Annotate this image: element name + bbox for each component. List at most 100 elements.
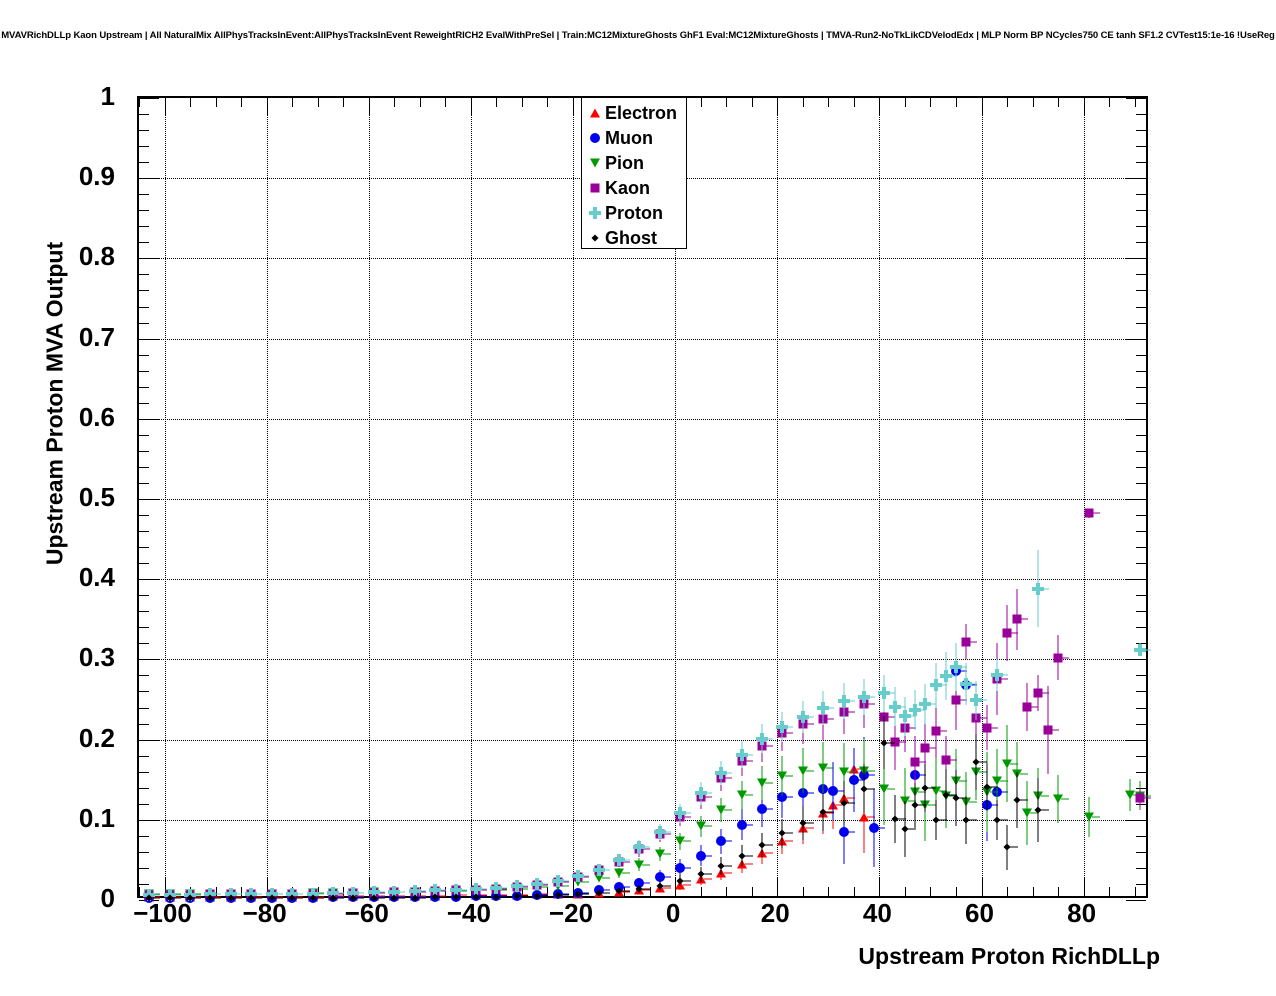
axis-tick bbox=[190, 98, 192, 107]
error-bar-cap bbox=[805, 723, 814, 725]
error-bar-cap bbox=[601, 869, 610, 871]
marker-cross-icon bbox=[796, 711, 809, 724]
axis-tick bbox=[1136, 627, 1146, 629]
error-bar-cap bbox=[764, 745, 773, 747]
error-bar-cap bbox=[805, 822, 814, 824]
x-tick-label: 60 bbox=[965, 898, 994, 928]
axis-tick bbox=[726, 98, 728, 107]
axis-tick bbox=[802, 887, 804, 896]
legend-item-pion[interactable]: Pion bbox=[582, 150, 686, 175]
gridline-vertical bbox=[470, 98, 472, 896]
error-bar-cap bbox=[826, 811, 835, 813]
error-bar-cap bbox=[969, 819, 978, 821]
axis-tick bbox=[828, 887, 830, 896]
error-bar-cap bbox=[877, 827, 886, 829]
gridline-horizontal bbox=[139, 499, 1146, 500]
axis-tick bbox=[751, 887, 753, 896]
axis-tick bbox=[139, 595, 149, 597]
marker-dot-icon bbox=[819, 808, 827, 816]
marker-dot-icon bbox=[942, 791, 950, 799]
error-bar-cap bbox=[621, 891, 630, 893]
error-bar-cap bbox=[193, 897, 202, 899]
marker-circle-icon bbox=[654, 871, 665, 882]
gridline-horizontal bbox=[139, 579, 1146, 581]
gridline-horizontal bbox=[139, 659, 1146, 661]
error-bar-cap bbox=[683, 812, 692, 814]
error-bar-cap bbox=[683, 867, 692, 869]
marker-cross-icon bbox=[572, 869, 585, 882]
marker-cross-icon bbox=[898, 710, 911, 723]
error-bar-cap bbox=[989, 727, 998, 729]
error-bar-cap bbox=[1142, 649, 1151, 651]
axis-tick bbox=[1136, 290, 1146, 292]
error-bar-cap bbox=[499, 894, 508, 896]
error-bar-cap bbox=[621, 886, 630, 888]
error-bar-cap bbox=[979, 771, 988, 773]
error-bar-cap bbox=[356, 896, 365, 898]
axis-tick bbox=[139, 547, 149, 549]
error-bar-cap bbox=[999, 819, 1008, 821]
legend-item-muon[interactable]: Muon bbox=[582, 125, 686, 150]
y-tick-label: 0.5 bbox=[78, 482, 115, 512]
axis-tick bbox=[496, 98, 498, 107]
error-bar-cap bbox=[724, 872, 733, 874]
error-bar-cap bbox=[846, 797, 855, 799]
marker-circle-icon bbox=[716, 836, 727, 847]
axis-tick bbox=[139, 114, 149, 116]
error-bar-cap bbox=[621, 861, 630, 862]
error-bar-cap bbox=[836, 804, 845, 806]
axis-tick bbox=[1136, 675, 1146, 677]
error-bar-cap bbox=[315, 893, 324, 895]
marker-dot-icon bbox=[891, 815, 899, 823]
error-bar-cap bbox=[1050, 729, 1059, 731]
error-bar-cap bbox=[1091, 512, 1100, 514]
marker-triangle-down-icon bbox=[654, 849, 665, 859]
marker-triangle-down-icon bbox=[991, 776, 1002, 786]
axis-tick bbox=[904, 98, 906, 107]
marker-square-icon bbox=[1084, 508, 1094, 518]
marker-cross-icon bbox=[939, 670, 952, 683]
error-bar-cap bbox=[867, 696, 876, 698]
marker-dot-icon bbox=[676, 877, 684, 885]
axis-tick bbox=[1136, 242, 1146, 244]
axis-tick bbox=[1126, 258, 1146, 260]
error-bar-cap bbox=[172, 894, 181, 896]
marker-cross-icon bbox=[919, 698, 932, 711]
marker-dot-icon bbox=[983, 783, 991, 791]
error-bar-cap bbox=[1040, 795, 1049, 797]
error-bar-cap bbox=[295, 897, 304, 899]
axis-tick bbox=[139, 354, 149, 356]
legend-item-kaon[interactable]: Kaon bbox=[582, 175, 686, 200]
axis-tick bbox=[139, 627, 149, 629]
axis-tick bbox=[1136, 306, 1146, 308]
gridline-vertical bbox=[879, 98, 881, 896]
axis-tick bbox=[1136, 322, 1146, 324]
axis-tick bbox=[1126, 739, 1146, 741]
legend-marker-kaon bbox=[586, 179, 604, 197]
marker-cross-icon bbox=[633, 841, 646, 854]
error-bar-cap bbox=[213, 893, 222, 895]
error-bar-cap bbox=[724, 865, 733, 867]
error-bar-cap bbox=[336, 893, 345, 895]
legend-label: Ghost bbox=[605, 227, 657, 248]
error-bar-cap bbox=[887, 742, 896, 744]
axis-tick bbox=[139, 723, 149, 725]
marker-square-icon bbox=[951, 695, 961, 704]
error-bar-cap bbox=[376, 897, 385, 899]
gridline-vertical bbox=[266, 98, 268, 896]
legend-item-electron[interactable]: Electron bbox=[582, 100, 686, 125]
x-tick-label: −80 bbox=[242, 898, 287, 928]
error-bar-cap bbox=[907, 800, 916, 802]
axis-tick bbox=[853, 98, 855, 107]
axis-tick bbox=[1136, 547, 1146, 549]
marker-dot-icon bbox=[993, 816, 1001, 824]
error-bar-cap bbox=[724, 772, 733, 774]
legend-item-ghost[interactable]: Ghost bbox=[582, 225, 686, 250]
error-bar-cap bbox=[499, 888, 508, 890]
marker-triangle-down-icon bbox=[797, 766, 808, 776]
axis-tick bbox=[700, 98, 702, 107]
legend-item-proton[interactable]: Proton bbox=[582, 200, 686, 225]
y-tick-label: 0.4 bbox=[78, 562, 115, 593]
error-bar-cap bbox=[744, 760, 753, 762]
marker-cross-icon bbox=[490, 881, 503, 894]
